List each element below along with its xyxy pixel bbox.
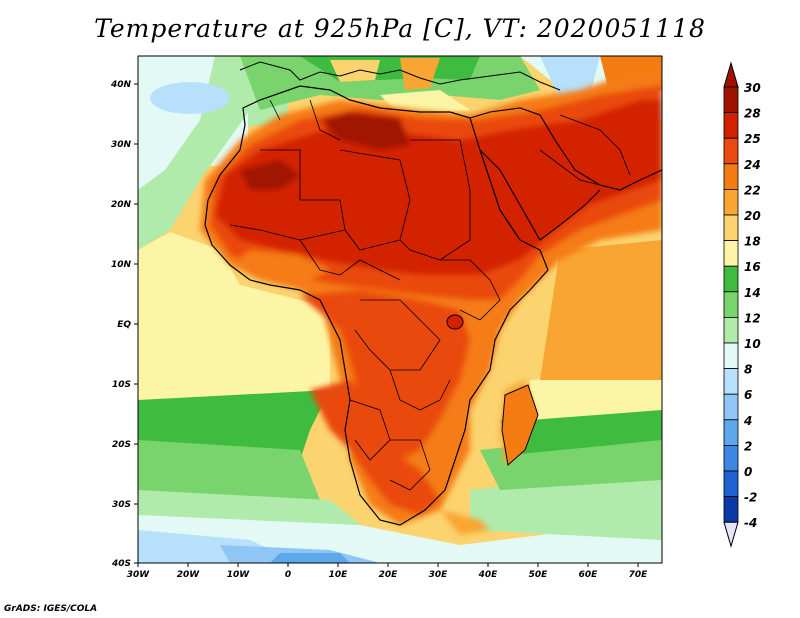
colorbar-swatch bbox=[723, 419, 739, 446]
lon-label: 30E bbox=[429, 570, 449, 580]
lat-label: 30N bbox=[111, 140, 132, 150]
colorbar-label: 0 bbox=[744, 465, 752, 479]
lat-label: EQ bbox=[117, 320, 131, 330]
map-title: Temperature at 925hPa [C], VT: 202005111… bbox=[94, 14, 706, 43]
colorbar-label: 8 bbox=[744, 363, 752, 377]
temperature-field bbox=[138, 56, 662, 563]
colorbar-label: 10 bbox=[744, 337, 761, 351]
colorbar-label: 20 bbox=[744, 209, 761, 223]
lat-label: 10S bbox=[112, 380, 131, 390]
grads-credit: GrADS: IGES/COLA bbox=[4, 604, 98, 614]
madagascar-outline bbox=[501, 384, 539, 466]
lat-label: 20S bbox=[112, 440, 131, 450]
colorbar-swatch bbox=[723, 265, 739, 293]
lon-label: 0 bbox=[285, 570, 291, 580]
colorbar-label: -4 bbox=[744, 516, 757, 530]
colorbar-swatch bbox=[723, 137, 739, 165]
colorbar-label: 30 bbox=[744, 81, 761, 95]
africa-coastline bbox=[204, 85, 549, 526]
colorbar-label: -2 bbox=[744, 491, 757, 505]
colorbar-label: 25 bbox=[744, 132, 761, 146]
lon-label: 70E bbox=[629, 570, 649, 580]
colorbar-swatch bbox=[723, 342, 739, 370]
colorbar-swatch bbox=[723, 214, 739, 242]
colorbar-swatch bbox=[723, 163, 739, 190]
colorbar-label: 14 bbox=[744, 286, 761, 300]
europe-coastline bbox=[239, 61, 561, 91]
lon-label: 20E bbox=[379, 570, 399, 580]
colorbar-label: 28 bbox=[744, 107, 761, 121]
lon-label: 30W bbox=[127, 570, 151, 580]
colorbar-swatch bbox=[723, 444, 739, 472]
lat-label: 40S bbox=[111, 559, 131, 569]
lat-label: 30S bbox=[112, 500, 131, 510]
lon-label: 60E bbox=[579, 570, 599, 580]
lake-victoria bbox=[446, 314, 464, 330]
colorbar-label: 24 bbox=[744, 158, 761, 172]
colorbar-label: 22 bbox=[744, 183, 761, 197]
country-borders bbox=[229, 99, 631, 491]
colorbar-swatch bbox=[723, 316, 739, 344]
colorbar-swatch bbox=[723, 368, 739, 395]
colorbar-swatch bbox=[723, 291, 739, 318]
colorbar-swatch bbox=[723, 240, 739, 267]
plot-frame bbox=[137, 55, 663, 564]
colorbar-swatch bbox=[723, 496, 739, 523]
lon-label: 10W bbox=[227, 570, 251, 580]
colorbar-top-cap bbox=[723, 61, 739, 88]
colorbar-label: 16 bbox=[744, 260, 761, 274]
colorbar-label: 4 bbox=[743, 414, 752, 428]
arabia-coastline bbox=[469, 107, 662, 241]
colorbar-swatch bbox=[723, 112, 739, 139]
lon-label: 40E bbox=[478, 570, 499, 580]
lon-label: 20W bbox=[177, 570, 201, 580]
lat-label: 40N bbox=[110, 80, 132, 90]
colorbar-swatch bbox=[723, 393, 739, 421]
colorbar-bottom-cap bbox=[723, 521, 739, 548]
lat-label: 20N bbox=[111, 200, 132, 210]
colorbar-label: 6 bbox=[744, 388, 752, 402]
colorbar-label: 12 bbox=[744, 311, 761, 325]
colorbar-swatch bbox=[723, 86, 739, 114]
colorbar-swatch bbox=[723, 188, 739, 216]
colorbar-label: 18 bbox=[744, 235, 761, 249]
latitude-axis bbox=[134, 83, 138, 564]
lon-label: 50E bbox=[529, 570, 549, 580]
longitude-axis bbox=[137, 563, 639, 567]
colorbar-label: 2 bbox=[744, 439, 752, 453]
colorbar-swatch bbox=[723, 470, 739, 498]
lon-label: 10E bbox=[329, 570, 349, 580]
lat-label: 10N bbox=[111, 260, 132, 270]
